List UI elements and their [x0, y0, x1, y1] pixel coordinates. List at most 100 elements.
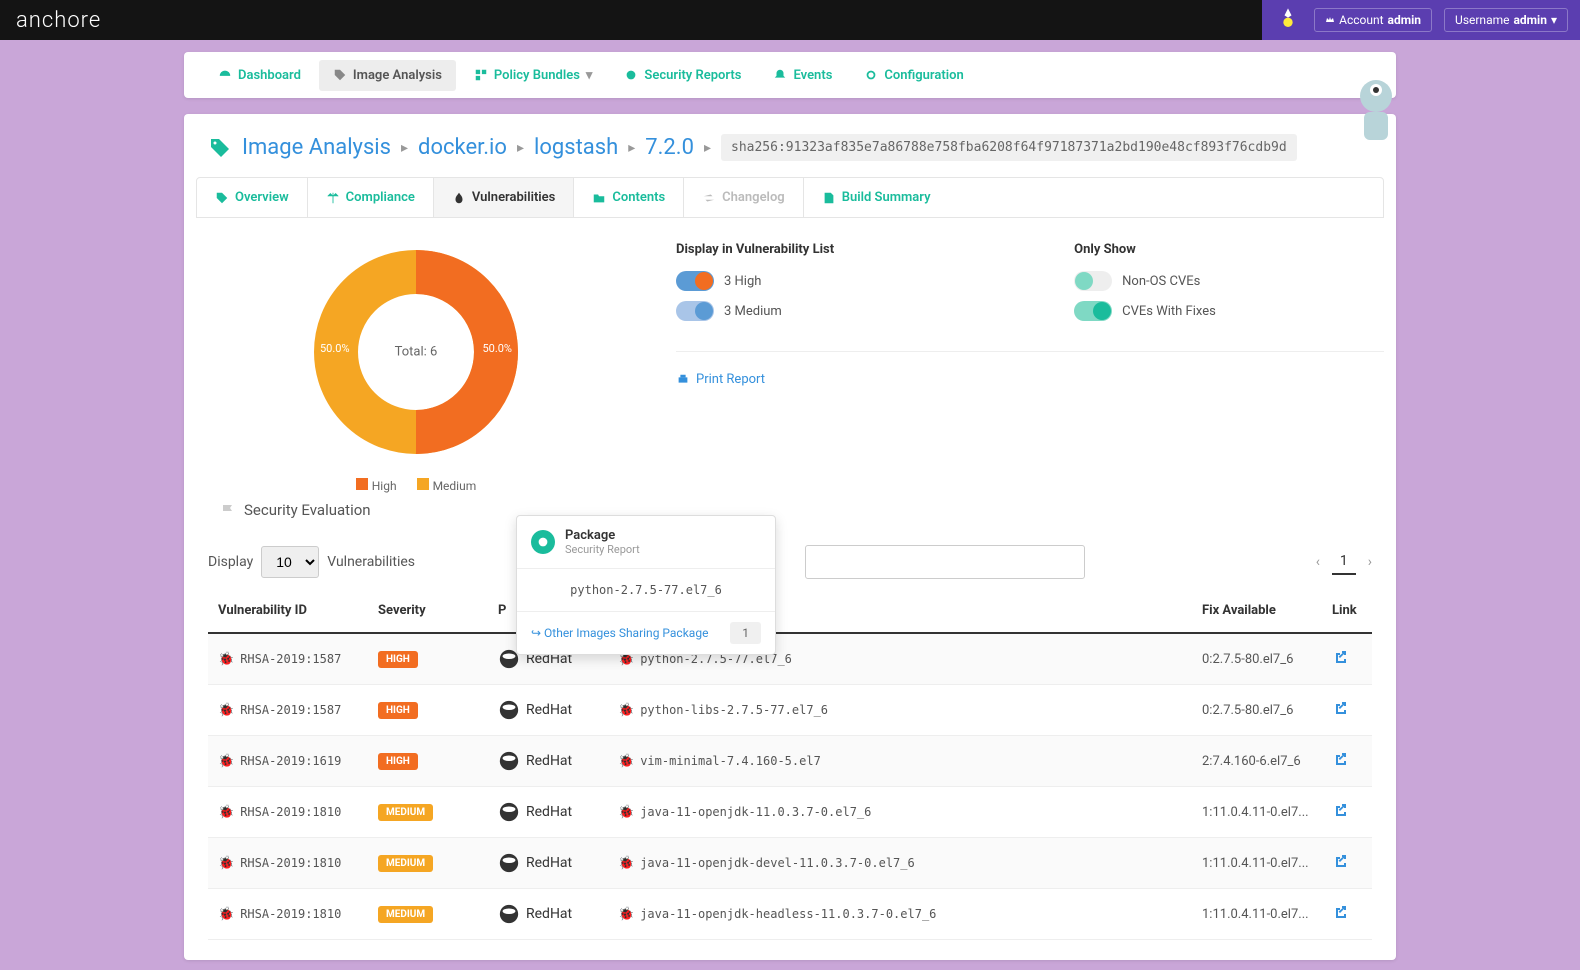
toggle-fixes-label: CVEs With Fixes: [1122, 304, 1216, 319]
toggle-nonos[interactable]: [1074, 271, 1112, 291]
vendor-cell: RedHat: [498, 750, 598, 772]
vendor-name: RedHat: [526, 702, 572, 718]
file-icon: [822, 191, 836, 205]
pager-prev[interactable]: ‹: [1316, 554, 1320, 570]
per-page-select[interactable]: 10: [261, 546, 319, 578]
popover-subtitle: Security Report: [565, 543, 640, 556]
breadcrumb-root[interactable]: Image Analysis: [242, 135, 391, 160]
main-card: Image Analysis ▸ docker.io ▸ logstash ▸ …: [184, 114, 1396, 960]
vuln-id[interactable]: RHSA-2019:1619: [240, 754, 341, 768]
table-row: 🐞RHSA-2019:1810 MEDIUM RedHat 🐞java-11-o…: [208, 787, 1372, 838]
redhat-icon: [498, 903, 520, 925]
breadcrumb-p2[interactable]: logstash: [534, 135, 618, 160]
brand-logo: anchore: [16, 8, 101, 33]
nav-security-reports[interactable]: Security Reports: [610, 60, 755, 91]
sec-eval-label: Security Evaluation: [244, 501, 371, 519]
package-name[interactable]: vim-minimal-7.4.160-5.el7: [640, 754, 821, 768]
pager-next[interactable]: ›: [1368, 554, 1372, 570]
bug-icon: 🐞: [218, 754, 234, 769]
vuln-id[interactable]: RHSA-2019:1587: [240, 652, 341, 666]
nav-policy-bundles-label: Policy Bundles: [494, 68, 580, 83]
popover-title: Package: [565, 528, 640, 543]
nav-dashboard[interactable]: Dashboard: [204, 60, 315, 91]
username-button[interactable]: Username admin ▾: [1444, 8, 1568, 32]
tab-compliance-label: Compliance: [346, 190, 415, 205]
security-evaluation-heading: Security Evaluation: [196, 493, 1384, 535]
display-filter-heading: Display in Vulnerability List: [676, 242, 834, 257]
tab-compliance[interactable]: Compliance: [308, 178, 434, 217]
nav-events-label: Events: [793, 68, 832, 83]
flag-icon: [220, 502, 236, 518]
fix-available: 0:2.7.5-80.el7_6: [1192, 633, 1322, 685]
display-control: Display 10 Vulnerabilities: [208, 546, 415, 578]
print-report-link[interactable]: Print Report: [676, 372, 1384, 387]
topbar: anchore Account admin Username admin ▾: [0, 0, 1580, 40]
tab-contents-label: Contents: [612, 190, 665, 205]
vuln-id[interactable]: RHSA-2019:1810: [240, 856, 341, 870]
vendor-name: RedHat: [526, 753, 572, 769]
pager-current: 1: [1332, 549, 1356, 575]
print-icon: [676, 373, 690, 387]
bell-icon: [773, 68, 787, 82]
toggle-medium[interactable]: [676, 301, 714, 321]
col-fix[interactable]: Fix Available: [1192, 589, 1322, 633]
nav-policy-bundles[interactable]: Policy Bundles ▾: [460, 60, 607, 91]
nav-image-analysis[interactable]: Image Analysis: [319, 60, 456, 91]
username-value: admin: [1513, 13, 1546, 27]
vendor-cell: RedHat: [498, 699, 598, 721]
topbar-right: Account admin Username admin ▾: [1262, 0, 1580, 40]
bug-icon: 🐞: [218, 805, 234, 820]
breadcrumb-p1[interactable]: docker.io: [418, 135, 507, 160]
chevron-down-icon: ▾: [586, 68, 593, 83]
toggle-high[interactable]: [676, 271, 714, 291]
external-link-icon[interactable]: [1332, 802, 1348, 818]
tab-build-summary[interactable]: Build Summary: [804, 178, 949, 217]
col-severity[interactable]: Severity: [368, 589, 488, 633]
account-button[interactable]: Account admin: [1314, 8, 1432, 32]
nav-events[interactable]: Events: [759, 60, 846, 91]
bug-icon: 🐞: [618, 703, 634, 718]
col-vid[interactable]: Vulnerability ID: [208, 589, 368, 633]
tab-overview-label: Overview: [235, 190, 289, 205]
nav-configuration[interactable]: Configuration: [850, 60, 977, 91]
nav-configuration-label: Configuration: [884, 68, 963, 83]
dashboard-icon: [218, 68, 232, 82]
popover-link-label: Other Images Sharing Package: [544, 626, 708, 640]
legend-high: High: [372, 479, 397, 493]
toggle-fixes[interactable]: [1074, 301, 1112, 321]
vuln-id[interactable]: RHSA-2019:1587: [240, 703, 341, 717]
severity-badge: HIGH: [378, 753, 418, 770]
account-label: Account: [1339, 13, 1383, 27]
external-link-icon[interactable]: [1332, 700, 1348, 716]
external-link-icon[interactable]: [1332, 904, 1348, 920]
package-name[interactable]: java-11-openjdk-devel-11.0.3.7-0.el7_6: [640, 856, 915, 870]
tab-overview[interactable]: Overview: [197, 178, 308, 217]
redhat-icon: [498, 852, 520, 874]
col-link[interactable]: Link: [1322, 589, 1372, 633]
bug-icon: 🐞: [218, 856, 234, 871]
popover-link[interactable]: ↪ Other Images Sharing Package: [531, 626, 708, 640]
bundle-icon: [474, 68, 488, 82]
tab-vulnerabilities[interactable]: Vulnerabilities: [434, 178, 574, 217]
table-row: 🐞RHSA-2019:1587 HIGH RedHat 🐞python-2.7.…: [208, 633, 1372, 685]
breadcrumb-hash: sha256:91323af835e7a86788e758fba6208f64f…: [721, 134, 1297, 161]
package-name[interactable]: java-11-openjdk-headless-11.0.3.7-0.el7_…: [640, 907, 936, 921]
external-link-icon[interactable]: [1332, 853, 1348, 869]
package-name[interactable]: python-libs-2.7.5-77.el7_6: [640, 703, 828, 717]
external-link-icon[interactable]: [1332, 751, 1348, 767]
tag-icon: [215, 191, 229, 205]
package-name[interactable]: java-11-openjdk-11.0.3.7-0.el7_6: [640, 805, 871, 819]
display-filter-group: Display in Vulnerability List 3 High 3 M…: [676, 242, 834, 331]
toggle-medium-label: 3 Medium: [724, 304, 782, 319]
fix-available: 2:7.4.160-6.el7_6: [1192, 736, 1322, 787]
vendor-cell: RedHat: [498, 801, 598, 823]
vuln-id[interactable]: RHSA-2019:1810: [240, 805, 341, 819]
breadcrumb-sep: ▸: [704, 140, 711, 156]
vuln-id[interactable]: RHSA-2019:1810: [240, 907, 341, 921]
package-popover: Package Security Report python-2.7.5-77.…: [516, 515, 776, 655]
search-input[interactable]: [805, 545, 1085, 579]
breadcrumb-p3[interactable]: 7.2.0: [645, 135, 694, 160]
chart-legend: High Medium: [356, 478, 477, 493]
tab-contents[interactable]: Contents: [574, 178, 684, 217]
external-link-icon[interactable]: [1332, 649, 1348, 665]
